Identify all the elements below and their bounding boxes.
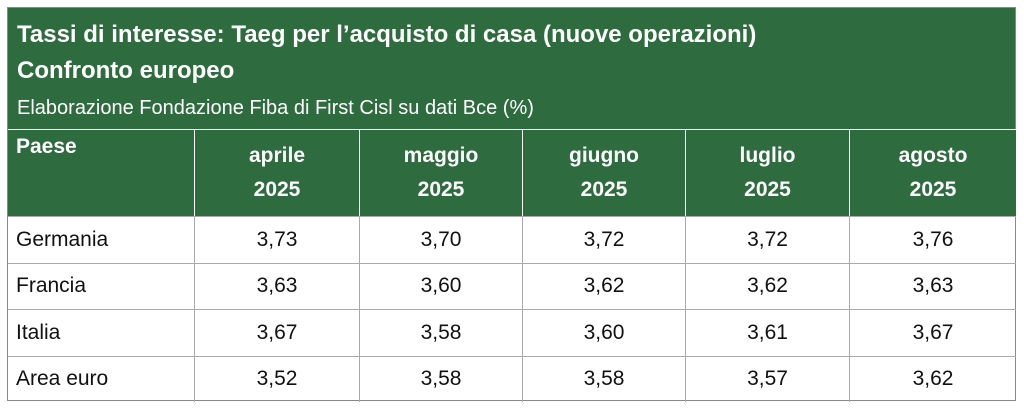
rate-value: 3,58	[583, 367, 625, 391]
table-cell: 3,58	[522, 355, 685, 402]
header-cell: agosto 2025	[849, 129, 1016, 216]
column-year: 2025	[417, 178, 465, 201]
header-cell: Paese	[8, 129, 194, 216]
header-cell: aprile 2025	[194, 129, 359, 216]
rate-value: 3,62	[747, 274, 788, 298]
table-cell: 3,62	[849, 355, 1016, 402]
table-cell: 3,72	[522, 216, 685, 263]
country: Francia	[16, 274, 87, 298]
table-cell: 3,73	[194, 216, 359, 263]
header-cell: luglio 2025	[685, 129, 849, 216]
header: Tassi di interesse: Taeg per l’acquisto …	[8, 8, 1015, 129]
column-year: 2025	[253, 178, 301, 201]
table-cell: 3,67	[194, 309, 359, 356]
column-year: 2025	[909, 178, 957, 201]
rate-value: 3,63	[256, 274, 298, 298]
header-cell: giugno 2025	[522, 129, 685, 216]
table-cell: 3,52	[194, 355, 359, 402]
rate-value: 3,67	[256, 320, 298, 344]
rate-value: 3,62	[583, 274, 625, 298]
table-cell: 3,62	[685, 262, 849, 309]
table-cell: 3,63	[849, 262, 1016, 309]
table-cell: Area euro	[8, 355, 194, 403]
column-header: Paese	[16, 135, 77, 158]
rate-value: 3,67	[912, 320, 954, 344]
rate-value: 3,72	[747, 227, 788, 251]
rate-value: 3,62	[912, 367, 954, 391]
rate-value: 3,52	[256, 367, 298, 391]
rate-value: 3,76	[912, 227, 954, 251]
table-cell: 3,60	[522, 309, 685, 356]
table-cell: 3,60	[359, 262, 522, 309]
table-cell: 3,58	[359, 355, 522, 402]
table-cell: Germania	[8, 216, 194, 263]
column-year: 2025	[580, 178, 628, 201]
country: Germania	[16, 227, 109, 251]
table-cell: Francia	[8, 262, 194, 310]
rate-value: 3,60	[420, 274, 462, 298]
rate-value: 3,73	[256, 227, 298, 251]
rate-value: 3,60	[583, 320, 625, 344]
table-cell: 3,70	[359, 216, 522, 263]
rate-value: 3,57	[747, 367, 788, 391]
column-year: 2025	[744, 178, 791, 201]
rate-value: 3,58	[420, 320, 462, 344]
table-cell: 3,57	[685, 355, 849, 402]
table-cell: 3,62	[522, 262, 685, 309]
table-cell: 3,76	[849, 216, 1016, 263]
country: Italia	[16, 320, 61, 344]
title: Tassi di interesse: Taeg per l’acquisto …	[17, 21, 757, 48]
column-month: aprile	[248, 144, 306, 167]
table-cell: 3,67	[849, 309, 1016, 356]
country: Area euro	[16, 367, 109, 391]
table-card: Tassi di interesse: Taeg per l’acquisto …	[7, 7, 1016, 403]
table-cell: 3,58	[359, 309, 522, 356]
rate-value: 3,61	[747, 320, 788, 344]
table-cell: 3,61	[685, 309, 849, 356]
column-month: luglio	[739, 144, 796, 167]
table-cell: 3,63	[194, 262, 359, 309]
table-cell: Italia	[8, 309, 194, 356]
rate-value: 3,63	[912, 274, 954, 298]
subtitle: Elaborazione Fondazione Fiba di First Ci…	[17, 97, 534, 119]
column-month: giugno	[569, 144, 639, 167]
table-cell: 3,72	[685, 216, 849, 263]
title: Confronto europeo	[17, 57, 235, 84]
rate-value: 3,72	[583, 227, 625, 251]
rate-value: 3,70	[420, 227, 462, 251]
column-month: agosto	[898, 144, 968, 167]
rate-value: 3,58	[420, 367, 462, 391]
header-cell: maggio 2025	[359, 129, 522, 216]
column-month: maggio	[403, 144, 479, 167]
